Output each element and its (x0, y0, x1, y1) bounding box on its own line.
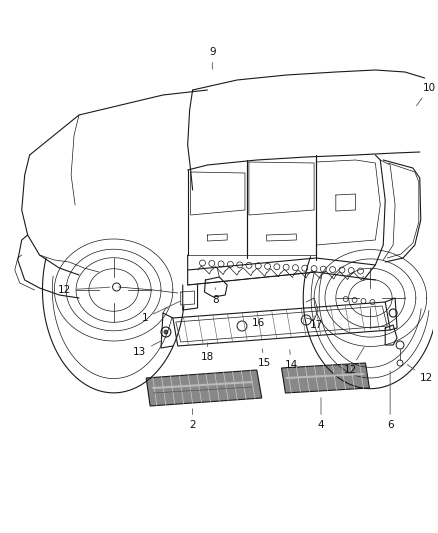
Polygon shape (282, 363, 369, 393)
Text: 6: 6 (387, 371, 393, 430)
Text: 4: 4 (318, 398, 324, 430)
Text: 10: 10 (417, 83, 436, 106)
Text: 16: 16 (252, 318, 265, 328)
Text: 17: 17 (310, 316, 323, 330)
Text: 18: 18 (201, 343, 214, 362)
Text: 2: 2 (189, 409, 196, 430)
Text: 12: 12 (344, 348, 364, 375)
Text: 13: 13 (133, 341, 160, 357)
Text: 9: 9 (209, 47, 215, 69)
Text: 1: 1 (141, 301, 180, 323)
Circle shape (164, 330, 168, 334)
Text: 8: 8 (212, 288, 219, 305)
Text: 15: 15 (258, 349, 271, 368)
Text: 12: 12 (58, 285, 110, 295)
Polygon shape (146, 370, 262, 406)
Text: 14: 14 (285, 350, 298, 370)
Text: 12: 12 (407, 365, 433, 383)
